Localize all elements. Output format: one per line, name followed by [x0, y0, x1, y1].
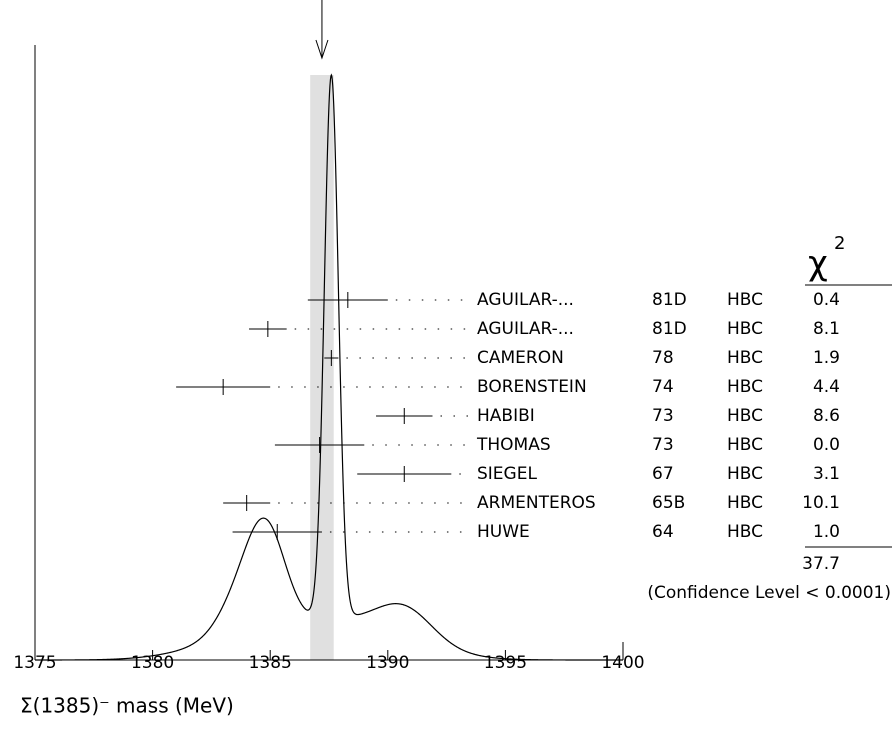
technique: HBC — [727, 435, 763, 455]
technique: HBC — [727, 319, 763, 339]
chi2: 8.1 — [813, 319, 840, 339]
x-tick-label: 1380 — [131, 653, 174, 673]
chi2-total: 37.7 — [802, 554, 840, 574]
chi2-symbol: χ — [808, 244, 828, 284]
chi2: 4.4 — [813, 377, 840, 397]
year: 67 — [652, 464, 674, 484]
x-tick-label: 1375 — [13, 653, 56, 673]
technique: HBC — [727, 348, 763, 368]
chi2: 0.0 — [813, 435, 840, 455]
technique: HBC — [727, 377, 763, 397]
chi2: 1.9 — [813, 348, 840, 368]
average-band — [310, 75, 334, 660]
name: THOMAS — [476, 435, 551, 455]
chi2: 1.0 — [813, 522, 840, 542]
name: BORENSTEIN — [477, 377, 587, 397]
x-tick-label: 1400 — [601, 653, 644, 673]
x-axis-label: Σ(1385)⁻ mass (MeV) — [20, 694, 234, 718]
name: HUWE — [477, 522, 530, 542]
name: AGUILAR-... — [477, 290, 574, 310]
x-tick-label: 1385 — [249, 653, 292, 673]
year: 65B — [652, 493, 685, 513]
confidence-level: (Confidence Level < 0.0001) — [647, 583, 891, 603]
x-tick-label: 1395 — [484, 653, 527, 673]
chi2: 8.6 — [813, 406, 840, 426]
technique: HBC — [727, 464, 763, 484]
ideogram-curve — [35, 73, 623, 661]
x-tick-label: 1390 — [366, 653, 409, 673]
year: 64 — [652, 522, 674, 542]
name: HABIBI — [477, 406, 535, 426]
technique: HBC — [727, 406, 763, 426]
chi2: 0.4 — [813, 290, 840, 310]
year: 81D — [652, 290, 687, 310]
name: ARMENTEROS — [477, 493, 596, 513]
technique: HBC — [727, 290, 763, 310]
name: SIEGEL — [477, 464, 537, 484]
chi2-power: 2 — [834, 233, 845, 254]
technique: HBC — [727, 522, 763, 542]
year: 81D — [652, 319, 687, 339]
name: AGUILAR-... — [477, 319, 574, 339]
year: 73 — [652, 406, 674, 426]
year: 73 — [652, 435, 674, 455]
average-arrowhead — [315, 39, 329, 60]
chi2: 3.1 — [813, 464, 840, 484]
year: 78 — [652, 348, 674, 368]
year: 74 — [652, 377, 674, 397]
chi2: 10.1 — [802, 493, 840, 513]
name: CAMERON — [477, 348, 564, 368]
technique: HBC — [727, 493, 763, 513]
